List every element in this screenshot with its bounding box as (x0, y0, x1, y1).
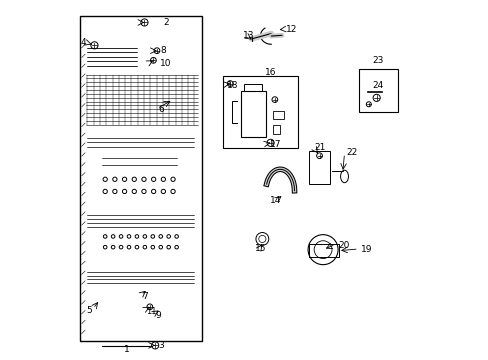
Text: 13: 13 (242, 31, 254, 40)
Text: 18: 18 (227, 81, 238, 90)
Text: 6: 6 (158, 105, 163, 114)
Text: 9: 9 (155, 311, 161, 320)
Text: 20: 20 (337, 240, 349, 249)
Text: 16: 16 (264, 68, 276, 77)
Text: 15: 15 (255, 244, 266, 253)
Text: 3: 3 (158, 341, 163, 350)
Text: 23: 23 (372, 56, 383, 65)
Bar (308, 152, 329, 184)
Text: 8: 8 (160, 46, 166, 55)
Text: 10: 10 (159, 59, 171, 68)
Bar (223, 76, 298, 148)
Bar (308, 244, 339, 257)
Bar (358, 69, 397, 112)
Text: 14: 14 (270, 196, 281, 205)
Text: 17: 17 (270, 140, 281, 149)
Text: 5: 5 (86, 306, 92, 315)
Bar (80, 17, 201, 342)
Bar (272, 111, 283, 119)
Text: 24: 24 (372, 81, 383, 90)
Bar (244, 84, 262, 91)
Bar (272, 125, 279, 134)
Text: 1: 1 (123, 345, 129, 354)
Text: 22: 22 (345, 148, 356, 157)
Text: 12: 12 (285, 25, 296, 34)
Text: 21: 21 (314, 143, 325, 152)
Text: 4: 4 (81, 38, 86, 47)
Text: 2: 2 (163, 18, 168, 27)
Text: 19: 19 (360, 245, 371, 254)
Bar (241, 91, 265, 137)
Text: 7: 7 (142, 292, 147, 301)
Text: 11: 11 (146, 307, 157, 316)
